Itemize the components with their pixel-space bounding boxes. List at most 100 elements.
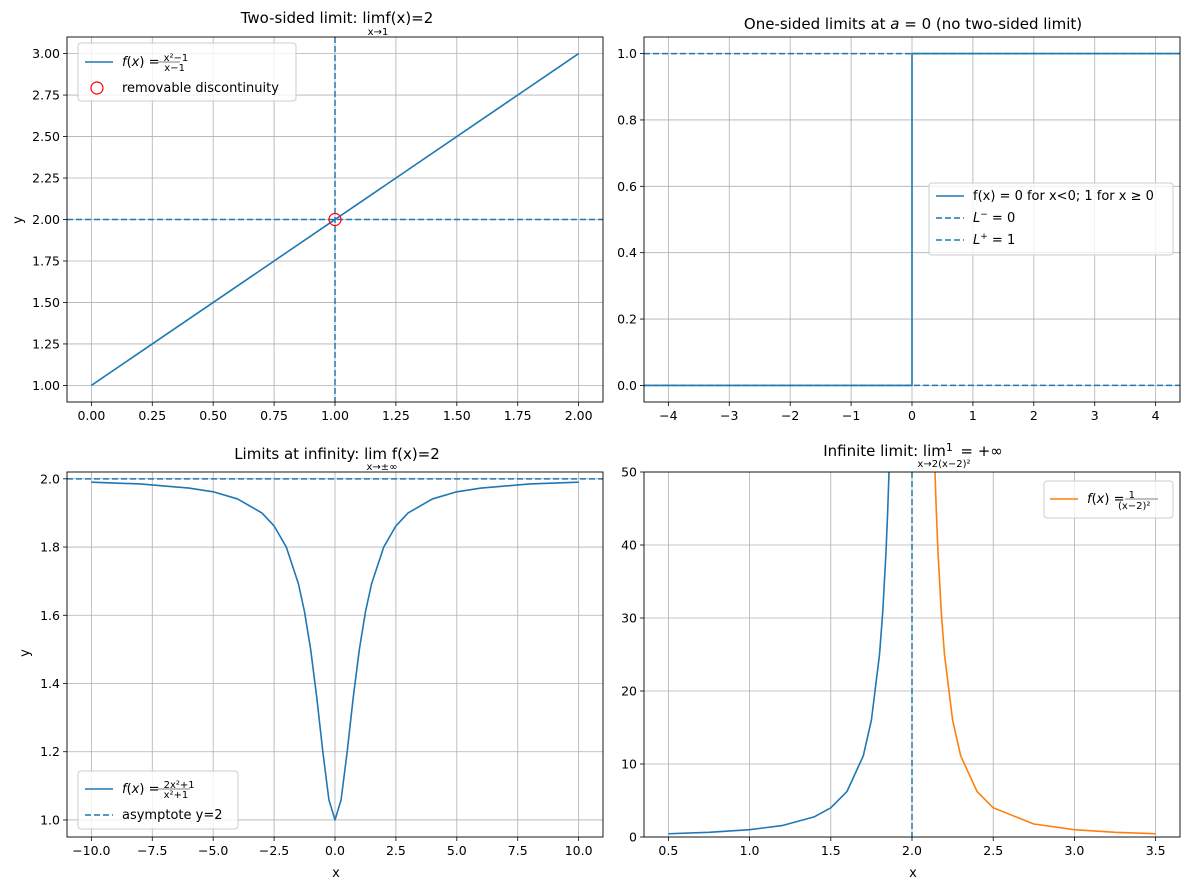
- x-tick-label: −2.5: [259, 843, 289, 858]
- x-tick-label: −3: [720, 408, 738, 423]
- y-tick-label: 10: [621, 757, 637, 772]
- legend-box: [77, 770, 239, 830]
- x-tick-label: −1: [842, 408, 860, 423]
- y-tick-label: 0.8: [617, 112, 637, 127]
- y-tick-label: 2.25: [32, 171, 60, 186]
- y-tick-label: 1.4: [40, 676, 60, 691]
- legend-marker-swatch: [90, 81, 104, 95]
- legend-label-function: f(x) = x²−1 x−1: [122, 53, 188, 74]
- plot-area: −4 −3 −2 −1 0 1 2 3 4 0.0 0.2 0.4 0.6 0.8 1.0: [617, 36, 1181, 423]
- x-tick-label: 1.75: [504, 408, 532, 423]
- x-tick-label: 3.5: [1146, 843, 1166, 858]
- plot-area: 0.5 1.0 1.5 2.0 2.5 3.0 3.5 0 10 20 30 40 50: [621, 465, 1181, 858]
- x-tick-label: 0.00: [77, 408, 105, 423]
- y-axis-label: y: [18, 649, 33, 657]
- legend: f(x) = x²−1 x−1 removable discontinuity: [77, 42, 297, 102]
- legend: f(x) = 1 (x−2)²: [1043, 480, 1174, 519]
- chart-title: One-sided limits at a = 0 (no two-sided …: [744, 15, 1082, 33]
- plot-content: [67, 478, 603, 821]
- x-tick-label: 5.0: [447, 843, 467, 858]
- legend-box: [77, 42, 297, 102]
- legend-box: [928, 182, 1174, 256]
- x-tick-label: 3: [1091, 408, 1099, 423]
- y-tick-label: 50: [621, 465, 637, 480]
- x-axis-label: x: [909, 866, 917, 881]
- data-point-marker: [328, 212, 342, 227]
- chart-title: Infinite limit: lim1 = +∞: [823, 441, 1003, 460]
- x-tick-label: 1.5: [821, 843, 841, 858]
- x-tick-label: −2: [781, 408, 799, 423]
- y-tick-label: 0.0: [617, 378, 637, 393]
- x-tick-label: −5.0: [198, 843, 228, 858]
- x-tick-label: 4: [1152, 408, 1160, 423]
- x-tick-label: 2.5: [386, 843, 406, 858]
- y-tick-label: 0.4: [617, 245, 637, 260]
- y-tick-label: 1.00: [32, 378, 60, 393]
- x-tick-label: 2.00: [565, 408, 593, 423]
- y-tick-label: 2.00: [32, 212, 60, 227]
- y-tick-label: 2.0: [40, 471, 60, 486]
- y-tick-label: 0.2: [617, 312, 637, 327]
- x-tick-label: 0: [908, 408, 916, 423]
- legend-label-function: f(x) = 1 (x−2)²: [1087, 490, 1150, 512]
- limit-subscript: x→2(x−2)²: [917, 459, 970, 470]
- legend-label-discontinuity: removable discontinuity: [122, 81, 279, 96]
- x-axis-label: x: [332, 866, 340, 881]
- x-tick-label: 1.50: [443, 408, 471, 423]
- y-tick-label: 1.2: [40, 744, 60, 759]
- x-tick-label: 1: [969, 408, 977, 423]
- series-line-0: [668, 472, 890, 835]
- legend-label-step-function: f(x) = 0 for x<0; 1 for x ≥ 0: [973, 189, 1154, 204]
- series-line-1: [934, 472, 1156, 835]
- y-tick-label: 0.6: [617, 179, 637, 194]
- y-tick-label: 3.00: [32, 46, 60, 61]
- subplot-infinite-limit: Infinite limit: lim1 = +∞ x→2(x−2)² x 0.…: [621, 441, 1181, 881]
- limit-subscript: x→1: [368, 27, 389, 38]
- y-tick-label: 30: [621, 611, 637, 626]
- x-tick-label: 2.0: [902, 843, 922, 858]
- y-axis-label: y: [11, 216, 26, 224]
- y-tick-label: 1.25: [32, 336, 60, 351]
- plot-area: 0.00 0.25 0.50 0.75 1.00 1.25 1.50 1.75 2.00 1.00…: [32, 36, 604, 423]
- x-tick-label: 3.0: [1064, 843, 1084, 858]
- legend: f(x) = 2x²+1 x²+1 asymptote y=2: [77, 770, 239, 830]
- x-tick-label: 2.5: [983, 843, 1003, 858]
- x-tick-label: −7.5: [137, 843, 167, 858]
- y-tick-label: 40: [621, 538, 637, 553]
- x-tick-label: 0.5: [658, 843, 678, 858]
- y-tick-label: 1.8: [40, 540, 60, 555]
- y-tick-label: 1.0: [617, 46, 637, 61]
- chart-title: Limits at infinity: lim f(x)=2: [234, 445, 440, 463]
- legend: f(x) = 0 for x<0; 1 for x ≥ 0 L− = 0 L+ …: [928, 182, 1174, 256]
- plot-content: [67, 37, 603, 402]
- legend-label-right-limit: L+ = 1: [973, 232, 1015, 248]
- legend-label-left-limit: L− = 0: [973, 210, 1015, 226]
- x-tick-label: 10.0: [565, 843, 593, 858]
- subplot-limits-at-infinity: Limits at infinity: lim f(x)=2 x→±∞ y x …: [18, 445, 604, 881]
- series-line-0: [644, 52, 1180, 387]
- y-tick-label: 2.75: [32, 88, 60, 103]
- x-tick-label: 7.5: [508, 843, 528, 858]
- y-tick-label: 1.6: [40, 608, 60, 623]
- chart-title: Two-sided limit: limf(x)=2: [240, 9, 434, 27]
- legend-box: [1043, 480, 1174, 519]
- subplot-two-sided-limit: Two-sided limit: limf(x)=2 x→1 y 0.00 0.2…: [11, 9, 604, 423]
- plot-content: [644, 52, 1180, 387]
- y-tick-label: 1.75: [32, 253, 60, 268]
- legend-label-function: f(x) = 2x²+1 x²+1: [122, 780, 195, 801]
- x-tick-label: −4: [659, 408, 677, 423]
- y-tick-label: 1.0: [40, 812, 60, 827]
- y-tick-label: 0: [629, 830, 637, 845]
- series-line-0: [91, 481, 579, 821]
- plot-content: [668, 472, 1156, 837]
- legend-label-asymptote: asymptote y=2: [122, 808, 222, 823]
- x-tick-label: 1.25: [382, 408, 410, 423]
- x-tick-label: 0.50: [199, 408, 227, 423]
- y-tick-label: 2.50: [32, 129, 60, 144]
- x-tick-label: −10.0: [72, 843, 110, 858]
- x-tick-label: 0.25: [138, 408, 166, 423]
- series-line-0: [90, 52, 580, 387]
- x-tick-label: 1.00: [321, 408, 349, 423]
- subplot-one-sided-limits: One-sided limits at a = 0 (no two-sided …: [617, 15, 1181, 423]
